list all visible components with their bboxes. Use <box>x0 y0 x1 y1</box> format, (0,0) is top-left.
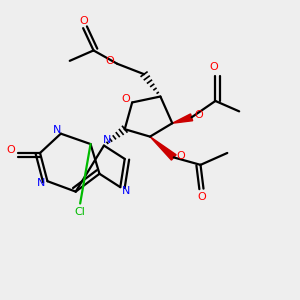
Text: N: N <box>122 186 130 196</box>
Polygon shape <box>172 114 193 123</box>
Text: O: O <box>198 192 206 202</box>
Text: O: O <box>7 145 16 155</box>
Text: O: O <box>177 151 186 161</box>
Text: O: O <box>121 94 130 104</box>
Text: N: N <box>52 125 61 135</box>
Text: O: O <box>209 62 218 72</box>
Text: O: O <box>195 110 203 120</box>
Polygon shape <box>150 136 176 160</box>
Text: O: O <box>79 16 88 26</box>
Text: Cl: Cl <box>75 207 86 218</box>
Text: N: N <box>103 135 111 145</box>
Text: N: N <box>37 178 46 188</box>
Text: O: O <box>106 56 114 66</box>
